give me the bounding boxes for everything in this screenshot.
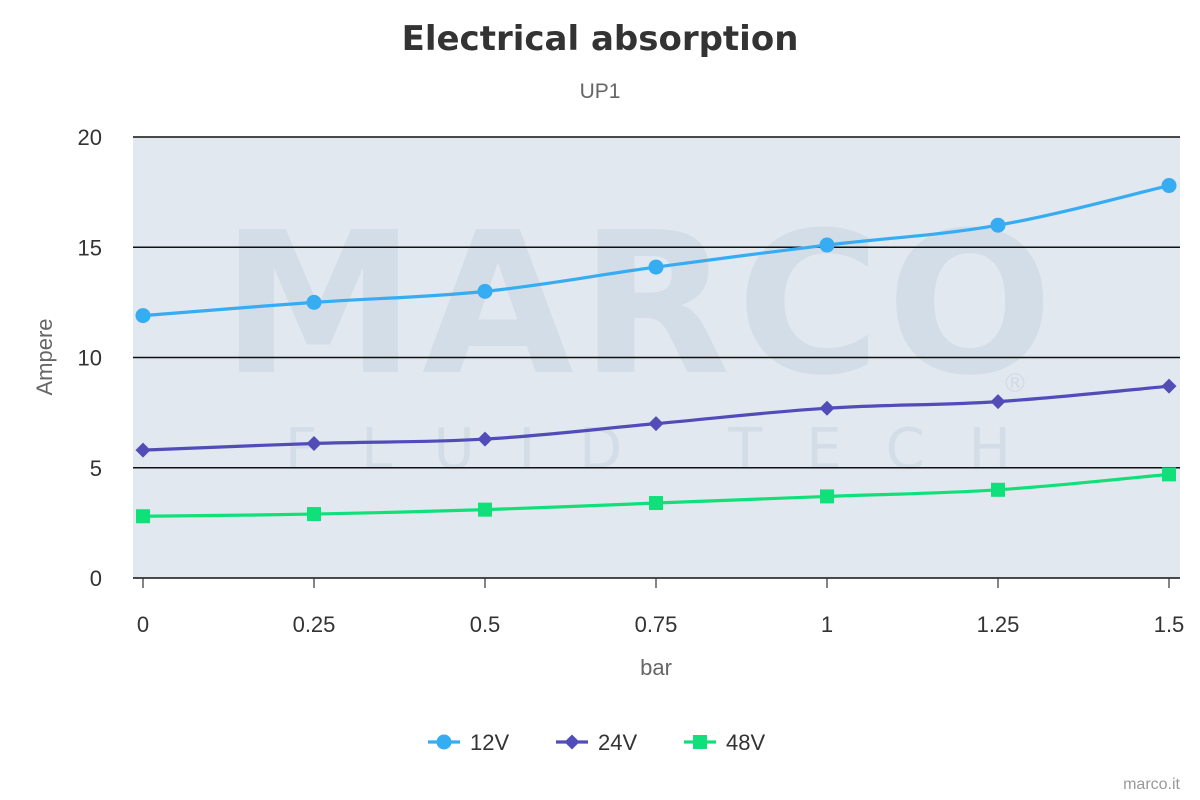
- legend-marker: [693, 735, 707, 749]
- x-tick-label: 1: [821, 612, 833, 637]
- y-tick-label: 5: [90, 456, 102, 481]
- data-point: [477, 283, 493, 299]
- y-axis-ticks: 0 5 10 15 20: [78, 125, 102, 591]
- data-point: [990, 394, 1006, 410]
- series-12V: [135, 178, 1177, 324]
- x-tick-label: 1.25: [977, 612, 1020, 637]
- data-point: [306, 435, 322, 451]
- x-tick-label: 0.5: [470, 612, 501, 637]
- data-point: [1162, 467, 1176, 482]
- chart-subtitle: UP1: [580, 80, 621, 103]
- series-24V: [135, 378, 1177, 458]
- credit-text: marco.it: [1123, 776, 1180, 793]
- legend-marker: [436, 734, 452, 750]
- x-tick-label: 0.75: [635, 612, 678, 637]
- data-point: [1161, 378, 1177, 394]
- data-point: [135, 442, 151, 458]
- data-point: [136, 509, 150, 524]
- data-point: [135, 308, 151, 324]
- legend-label: 24V: [598, 730, 637, 755]
- data-point: [649, 496, 663, 511]
- legend-item-12V[interactable]: 12V: [428, 730, 509, 755]
- x-tick-label: 0: [137, 612, 149, 637]
- watermark-logo: MARCO: [221, 191, 1059, 419]
- y-axis-title: Ampere: [32, 318, 57, 395]
- data-point: [820, 489, 834, 504]
- x-tick-label: 1.5: [1154, 612, 1185, 637]
- chart-title: Electrical absorption: [402, 19, 799, 59]
- data-point: [307, 507, 321, 522]
- legend-item-48V[interactable]: 48V: [684, 730, 765, 755]
- data-point: [648, 416, 664, 432]
- x-axis-title: bar: [640, 655, 672, 680]
- legend: 12V 24V 48V: [428, 730, 765, 755]
- data-point: [478, 502, 492, 517]
- data-point: [648, 259, 664, 275]
- data-point: [477, 431, 493, 447]
- data-point: [990, 217, 1006, 233]
- x-tick-label: 0.25: [293, 612, 336, 637]
- y-tick-label: 0: [90, 566, 102, 591]
- watermark: MARCO FLUID TECH ®: [221, 191, 1059, 482]
- y-tick-label: 15: [78, 235, 102, 260]
- legend-item-24V[interactable]: 24V: [556, 730, 637, 755]
- legend-label: 48V: [726, 730, 765, 755]
- legend-marker: [564, 734, 580, 750]
- watermark-registered-mark: ®: [1002, 369, 1028, 399]
- data-point: [991, 482, 1005, 497]
- x-axis: 0 0.25 0.5 0.75 1 1.25 1.5: [137, 578, 1184, 637]
- series-layer: [135, 178, 1177, 524]
- data-point: [819, 400, 835, 416]
- data-point: [306, 294, 322, 310]
- data-point: [819, 237, 835, 253]
- y-tick-label: 20: [78, 125, 102, 150]
- data-point: [1161, 178, 1177, 194]
- series-48V: [136, 467, 1176, 524]
- watermark-subtext: FLUID TECH: [285, 417, 1055, 482]
- legend-label: 12V: [470, 730, 509, 755]
- y-tick-label: 10: [78, 346, 102, 371]
